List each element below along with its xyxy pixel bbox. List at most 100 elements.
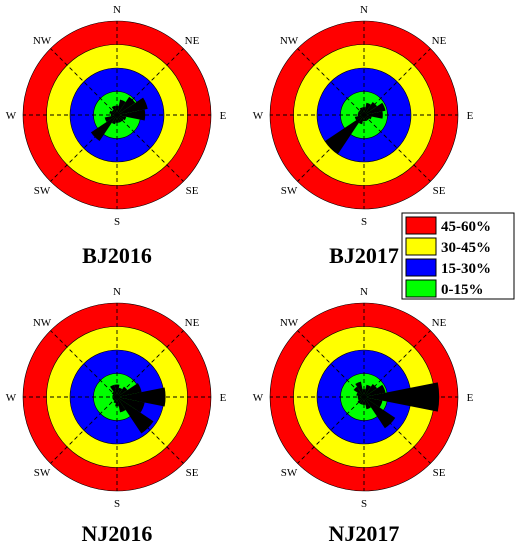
direction-label-w: W xyxy=(253,110,264,122)
guide-se xyxy=(116,114,184,182)
panel-title-nj2016: NJ2016 xyxy=(82,521,153,546)
direction-label-sw: SW xyxy=(281,185,298,197)
petal-270 xyxy=(357,395,364,399)
petal-292.5 xyxy=(356,392,364,397)
petal-247.5 xyxy=(104,115,117,122)
guide-se xyxy=(363,114,431,182)
legend-swatch-0-15 xyxy=(405,279,437,298)
direction-label-se: SE xyxy=(433,467,446,479)
petal-90 xyxy=(364,382,440,412)
petal-67.5 xyxy=(364,102,386,115)
petal-135 xyxy=(364,397,396,429)
direction-label-sw: SW xyxy=(34,185,51,197)
direction-label-nw: NW xyxy=(33,317,52,329)
petal-112.5 xyxy=(117,115,127,121)
direction-label-ne: NE xyxy=(185,317,200,329)
guide-sw xyxy=(50,396,118,464)
petal-112.5 xyxy=(364,397,383,408)
legend-swatch-45-60 xyxy=(405,216,437,235)
direction-label-sw: SW xyxy=(281,467,298,479)
petal-0 xyxy=(362,107,366,115)
petal-22.5 xyxy=(117,387,123,397)
direction-label-n: N xyxy=(360,286,368,298)
petal-202.5 xyxy=(359,397,364,405)
petal-315 xyxy=(111,109,117,115)
direction-label-s: S xyxy=(114,216,120,228)
petal-45 xyxy=(364,383,378,397)
direction-label-sw: SW xyxy=(34,467,51,479)
petal-247.5 xyxy=(357,397,364,401)
guide-nw xyxy=(297,48,365,116)
petal-292.5 xyxy=(357,111,364,115)
direction-label-w: W xyxy=(253,392,264,404)
direction-label-e: E xyxy=(220,392,227,404)
petal-202.5 xyxy=(358,115,364,125)
petal-22.5 xyxy=(364,102,371,115)
petal-180 xyxy=(115,115,119,123)
petal-180 xyxy=(115,397,119,407)
guide-ne xyxy=(116,330,184,398)
direction-label-ne: NE xyxy=(432,35,447,47)
petal-337.5 xyxy=(359,107,364,115)
legend-label-30-45: 30-45% xyxy=(441,240,491,256)
petal-292.5 xyxy=(112,394,117,397)
petal-315 xyxy=(353,386,364,397)
direction-label-nw: NW xyxy=(280,317,299,329)
petal-0 xyxy=(114,384,120,397)
guide-nw xyxy=(50,48,118,116)
direction-label-s: S xyxy=(361,498,367,510)
petal-90 xyxy=(117,387,166,407)
direction-label-s: S xyxy=(114,498,120,510)
petal-247.5 xyxy=(354,115,364,121)
petal-337.5 xyxy=(355,381,364,397)
direction-label-w: W xyxy=(6,392,17,404)
petal-292.5 xyxy=(109,110,117,115)
petal-225 xyxy=(357,397,364,404)
petal-135 xyxy=(117,397,154,434)
panel-title-bj2017: BJ2017 xyxy=(329,243,399,268)
direction-label-ne: NE xyxy=(185,35,200,47)
petal-202.5 xyxy=(113,397,117,404)
guide-nw xyxy=(297,330,365,398)
direction-label-s: S xyxy=(361,216,367,228)
petal-67.5 xyxy=(117,97,148,115)
panel-title-bj2016: BJ2016 xyxy=(82,243,152,268)
petal-180 xyxy=(362,115,366,122)
petal-112.5 xyxy=(364,115,372,120)
direction-label-ne: NE xyxy=(432,317,447,329)
guide-nw xyxy=(50,330,118,398)
petal-157.5 xyxy=(364,397,371,410)
petal-45 xyxy=(117,96,136,115)
petal-67.5 xyxy=(364,384,386,397)
petal-247.5 xyxy=(112,397,117,400)
panel-title-nj2017: NJ2017 xyxy=(329,521,400,546)
wind-rose-nj2016: N NE E SE S SW W NW NJ2016 xyxy=(6,286,227,546)
direction-label-e: E xyxy=(467,392,474,404)
petal-90 xyxy=(117,109,146,121)
petal-337.5 xyxy=(111,105,117,115)
petal-337.5 xyxy=(110,384,117,397)
petal-45 xyxy=(117,386,128,397)
direction-label-se: SE xyxy=(186,185,199,197)
petal-157.5 xyxy=(364,115,368,122)
direction-label-n: N xyxy=(113,4,121,16)
petal-270 xyxy=(357,113,364,117)
petal-315 xyxy=(111,391,117,397)
legend: 45-60% 30-45% 15-30% 0-15% xyxy=(401,212,515,300)
wind-rose-bj2016: N NE E SE S SW W NW BJ2016 xyxy=(6,4,227,268)
legend-swatch-15-30 xyxy=(405,258,437,277)
legend-label-15-30: 15-30% xyxy=(441,261,491,277)
direction-label-w: W xyxy=(6,110,17,122)
petal-202.5 xyxy=(111,115,117,125)
legend-label-45-60: 45-60% xyxy=(441,219,491,235)
petal-315 xyxy=(358,109,364,115)
petal-67.5 xyxy=(117,383,142,397)
petal-270 xyxy=(112,396,117,398)
guide-sw xyxy=(297,396,365,464)
wind-rose-bj2017: N NE E SE S SW W NW BJ2017 xyxy=(253,4,474,268)
petal-225 xyxy=(90,115,117,142)
direction-label-e: E xyxy=(220,110,227,122)
petal-135 xyxy=(364,115,370,121)
direction-label-n: N xyxy=(113,286,121,298)
